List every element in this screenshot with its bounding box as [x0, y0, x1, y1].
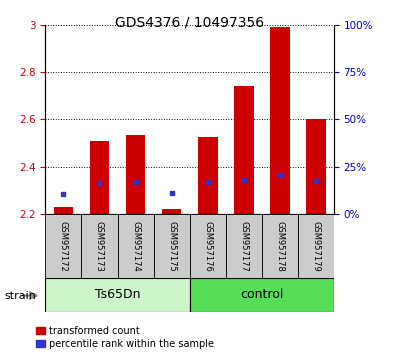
Bar: [261, 214, 298, 278]
Bar: [234, 86, 254, 214]
Text: control: control: [240, 288, 283, 301]
Text: GSM957174: GSM957174: [131, 221, 140, 272]
Bar: [298, 214, 334, 278]
Bar: [118, 214, 154, 278]
Bar: [45, 278, 190, 312]
Text: GSM957178: GSM957178: [275, 221, 284, 272]
Text: GSM957175: GSM957175: [167, 221, 176, 272]
Bar: [270, 27, 290, 214]
Text: GSM957172: GSM957172: [59, 221, 68, 272]
Text: GDS4376 / 10497356: GDS4376 / 10497356: [115, 16, 264, 30]
Bar: [154, 214, 190, 278]
Bar: [45, 214, 81, 278]
Bar: [198, 137, 218, 214]
Text: GSM957176: GSM957176: [203, 221, 212, 272]
Legend: transformed count, percentile rank within the sample: transformed count, percentile rank withi…: [36, 326, 214, 349]
Bar: [162, 210, 181, 214]
Text: GSM957173: GSM957173: [95, 221, 104, 272]
Bar: [54, 207, 73, 214]
Bar: [81, 214, 118, 278]
Bar: [226, 214, 261, 278]
Text: GSM957179: GSM957179: [311, 221, 320, 272]
Bar: [90, 141, 109, 214]
Text: Ts65Dn: Ts65Dn: [95, 288, 140, 301]
Bar: [190, 278, 334, 312]
Text: strain: strain: [4, 291, 36, 301]
Bar: [190, 214, 226, 278]
Bar: [126, 135, 145, 214]
Text: GSM957177: GSM957177: [239, 221, 248, 272]
Bar: [306, 119, 325, 214]
